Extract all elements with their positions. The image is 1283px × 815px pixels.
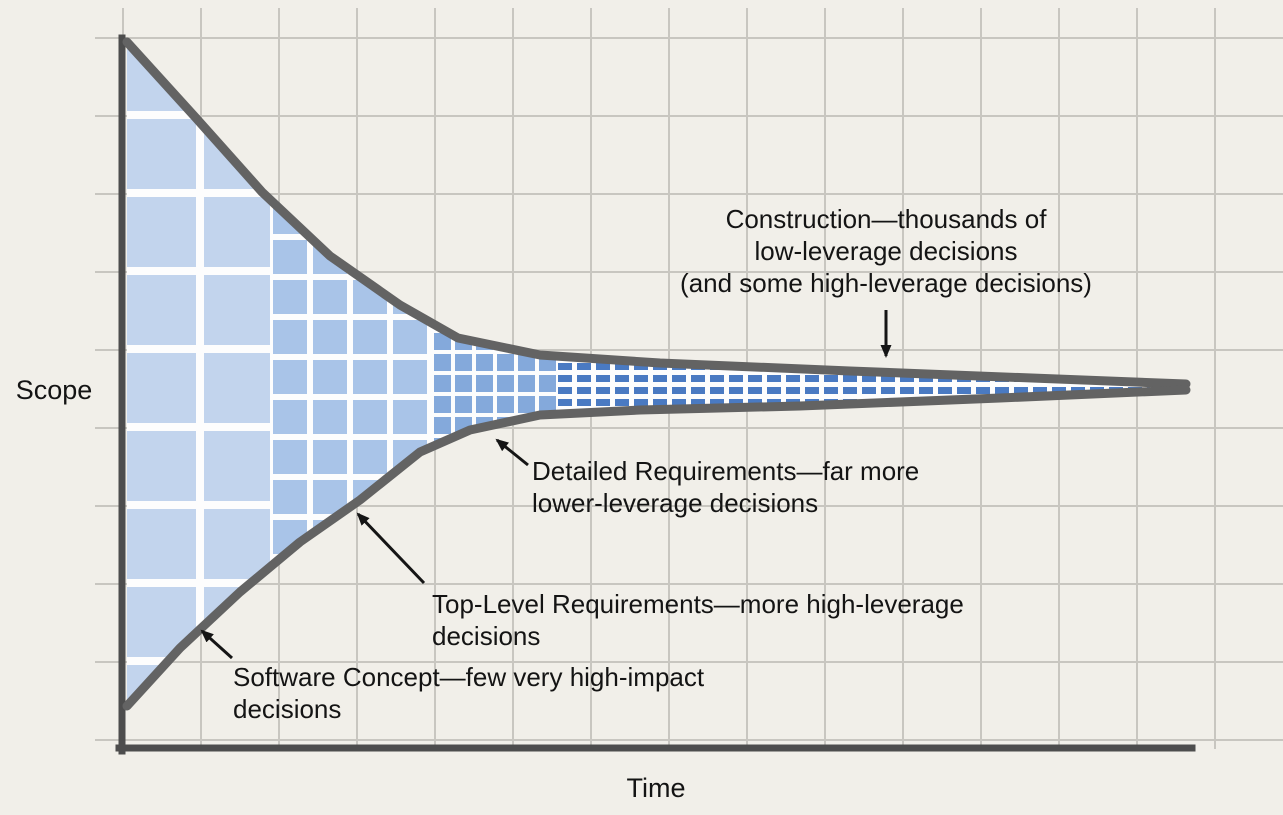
annotation-construction: Construction—thousands of low-leverage d… xyxy=(680,204,1092,298)
annotation-detailed-requirements: Detailed Requirements—far more lower-lev… xyxy=(532,456,920,518)
annotation-arrows xyxy=(200,310,892,660)
funnel-upper-border xyxy=(122,37,1191,389)
detailed-requirements-arrow-icon xyxy=(495,438,529,467)
top-level-requirements-arrow-icon xyxy=(356,512,426,585)
funnel-lower-border xyxy=(122,385,1191,711)
annotation-software-concept: Software Concept—few very high-impact de… xyxy=(233,662,705,724)
y-axis-label: Scope xyxy=(15,375,93,405)
axes xyxy=(115,34,1196,755)
software-concept-arrow-icon xyxy=(200,629,234,660)
x-axis-label: Time xyxy=(626,773,686,803)
annotation-top-level-requirements: Top-Level Requirements—more high-leverag… xyxy=(432,589,964,651)
